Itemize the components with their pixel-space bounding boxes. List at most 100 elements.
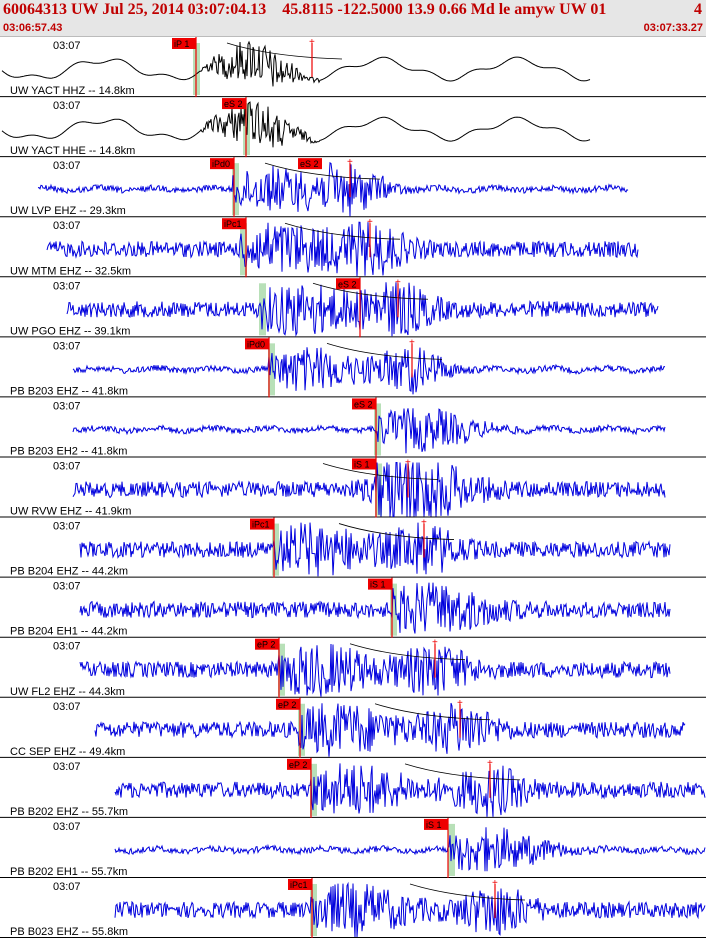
travel-time-curve: [326, 342, 443, 360]
waveform-trace[interactable]: [46, 221, 639, 277]
trace-station-label: PB B023 EHZ -- 55.8km: [10, 926, 128, 938]
seismogram-panel[interactable]: + iP 1 03:07 UW YACT HHZ -- 14.8km eS 2 03:07…: [0, 37, 706, 938]
pick-label: iS 1: [370, 580, 386, 590]
travel-time-curve: [226, 42, 343, 60]
arrival-plus: +: [309, 37, 315, 48]
trace-time-label: 03:07: [53, 761, 81, 773]
travel-time-curve: [312, 282, 429, 300]
pick-label-box[interactable]: [336, 278, 360, 290]
pick-label: eP 2: [278, 700, 296, 710]
trace-station-label: UW MTM EHZ -- 32.5km: [10, 265, 131, 277]
trace-station-label: UW YACT HHZ -- 14.8km: [10, 85, 135, 97]
arrival-plus: +: [395, 277, 401, 288]
trace-time-label: 03:07: [53, 100, 81, 112]
pick-label-box[interactable]: [352, 458, 376, 470]
pick-window: [232, 163, 239, 216]
trace-station-label: UW YACT HHE -- 14.8km: [10, 145, 135, 157]
waveform-trace[interactable]: [72, 408, 666, 454]
travel-time-curve: [322, 463, 439, 480]
travel-time-curve: [284, 222, 401, 240]
waveform-trace[interactable]: [79, 522, 671, 577]
pick-window: [259, 283, 266, 336]
trace-time-label: 03:07: [53, 881, 81, 893]
pick-label-box[interactable]: [298, 158, 322, 170]
arrival-plus: +: [432, 638, 438, 649]
pick-window: [272, 523, 279, 576]
trace-time-label: 03:07: [53, 701, 81, 713]
pick-label: iPc1: [252, 520, 270, 530]
arrival-plus: +: [409, 337, 415, 348]
arrival-plus: +: [367, 217, 373, 228]
arrival-plus: +: [405, 457, 411, 468]
travel-time-curve: [404, 763, 521, 781]
pick-label: eS 2: [338, 279, 357, 289]
trace-station-label: CC SEP EHZ -- 49.4km: [10, 746, 125, 758]
trace-station-label: PB B203 EH2 -- 41.8km: [10, 445, 127, 457]
event-title: 60064313 UW Jul 25, 2014 03:07:04.13 45.…: [3, 1, 607, 18]
pick-label-box[interactable]: [250, 518, 274, 530]
pick-window: [390, 583, 397, 636]
pick-label-box[interactable]: [276, 698, 300, 710]
pick-label-box[interactable]: [424, 818, 448, 830]
pick-label: iP 1: [174, 39, 189, 49]
pick-label-box[interactable]: [172, 38, 196, 49]
trace-time-label: 03:07: [53, 40, 81, 52]
pick-label: eS 2: [354, 399, 373, 409]
pick-label-box[interactable]: [210, 158, 234, 170]
pick-label-box[interactable]: [288, 878, 312, 890]
waveform-trace[interactable]: [72, 347, 666, 395]
trace-station-label: PB B204 EH1 -- 44.2km: [10, 626, 127, 638]
arrival-plus: +: [421, 518, 427, 529]
trace-time-label: 03:07: [53, 220, 81, 232]
trace-station-label: PB B202 EHZ -- 55.7km: [10, 806, 128, 818]
arrival-plus: +: [457, 698, 463, 709]
arrival-plus: +: [487, 758, 493, 769]
travel-time-curve: [409, 883, 526, 901]
waveform-trace[interactable]: [79, 643, 671, 697]
pick-label-box[interactable]: [352, 398, 376, 410]
travel-time-curve: [349, 643, 466, 661]
waveform-trace[interactable]: [37, 161, 629, 217]
trace-station-label: PB B202 EH1 -- 55.7km: [10, 866, 127, 878]
event-header: 60064313 UW Jul 25, 2014 03:07:04.13 45.…: [0, 0, 706, 37]
trace-time-label: 03:07: [53, 400, 81, 412]
pick-label: eS 2: [224, 99, 243, 109]
pick-label: iPd0: [212, 159, 230, 169]
waveform-trace[interactable]: [114, 763, 706, 817]
waveform-trace[interactable]: [79, 582, 671, 634]
pick-label-box[interactable]: [222, 218, 246, 230]
waveform-trace[interactable]: [114, 881, 706, 938]
pick-label: iS 1: [354, 459, 370, 469]
trace-station-label: UW RVW EHZ -- 41.9km: [10, 506, 131, 518]
pick-label: eS 2: [300, 159, 319, 169]
pick-label: eP 2: [257, 640, 275, 650]
pick-label-box[interactable]: [245, 338, 269, 350]
seismogram-traces[interactable]: + iP 1 03:07 UW YACT HHZ -- 14.8km eS 2 03:07…: [0, 37, 706, 938]
travel-time-curve: [374, 703, 491, 721]
pick-label: iS 1: [426, 820, 442, 830]
trace-time-label: 03:07: [53, 160, 81, 172]
pick-label-box[interactable]: [368, 578, 392, 590]
pick-label: iPd0: [247, 339, 265, 349]
trace-station-label: UW LVP EHZ -- 29.3km: [10, 205, 126, 217]
trace-time-label: 03:07: [53, 460, 81, 472]
trace-station-label: PB B204 EHZ -- 44.2km: [10, 566, 128, 578]
waveform-trace[interactable]: [94, 702, 686, 757]
pick-label-box[interactable]: [287, 758, 311, 770]
waveform-trace[interactable]: [1, 40, 591, 87]
pick-window: [240, 223, 247, 276]
travel-time-curve: [338, 523, 455, 540]
trace-station-label: UW PGO EHZ -- 39.1km: [10, 325, 130, 337]
pick-label-box[interactable]: [255, 638, 279, 650]
waveform-trace[interactable]: [114, 827, 706, 872]
arrival-plus: +: [347, 157, 353, 168]
waveform-trace[interactable]: [72, 462, 666, 518]
trace-time-label: 03:07: [53, 340, 81, 352]
waveform-trace[interactable]: [1, 101, 591, 148]
pick-window: [268, 343, 275, 396]
waveform-trace[interactable]: [66, 282, 659, 337]
pick-label-box[interactable]: [222, 98, 246, 110]
window-start-time: 03:06:57.43: [3, 22, 63, 34]
travel-time-curve: [264, 162, 381, 180]
trace-time-label: 03:07: [53, 821, 81, 833]
